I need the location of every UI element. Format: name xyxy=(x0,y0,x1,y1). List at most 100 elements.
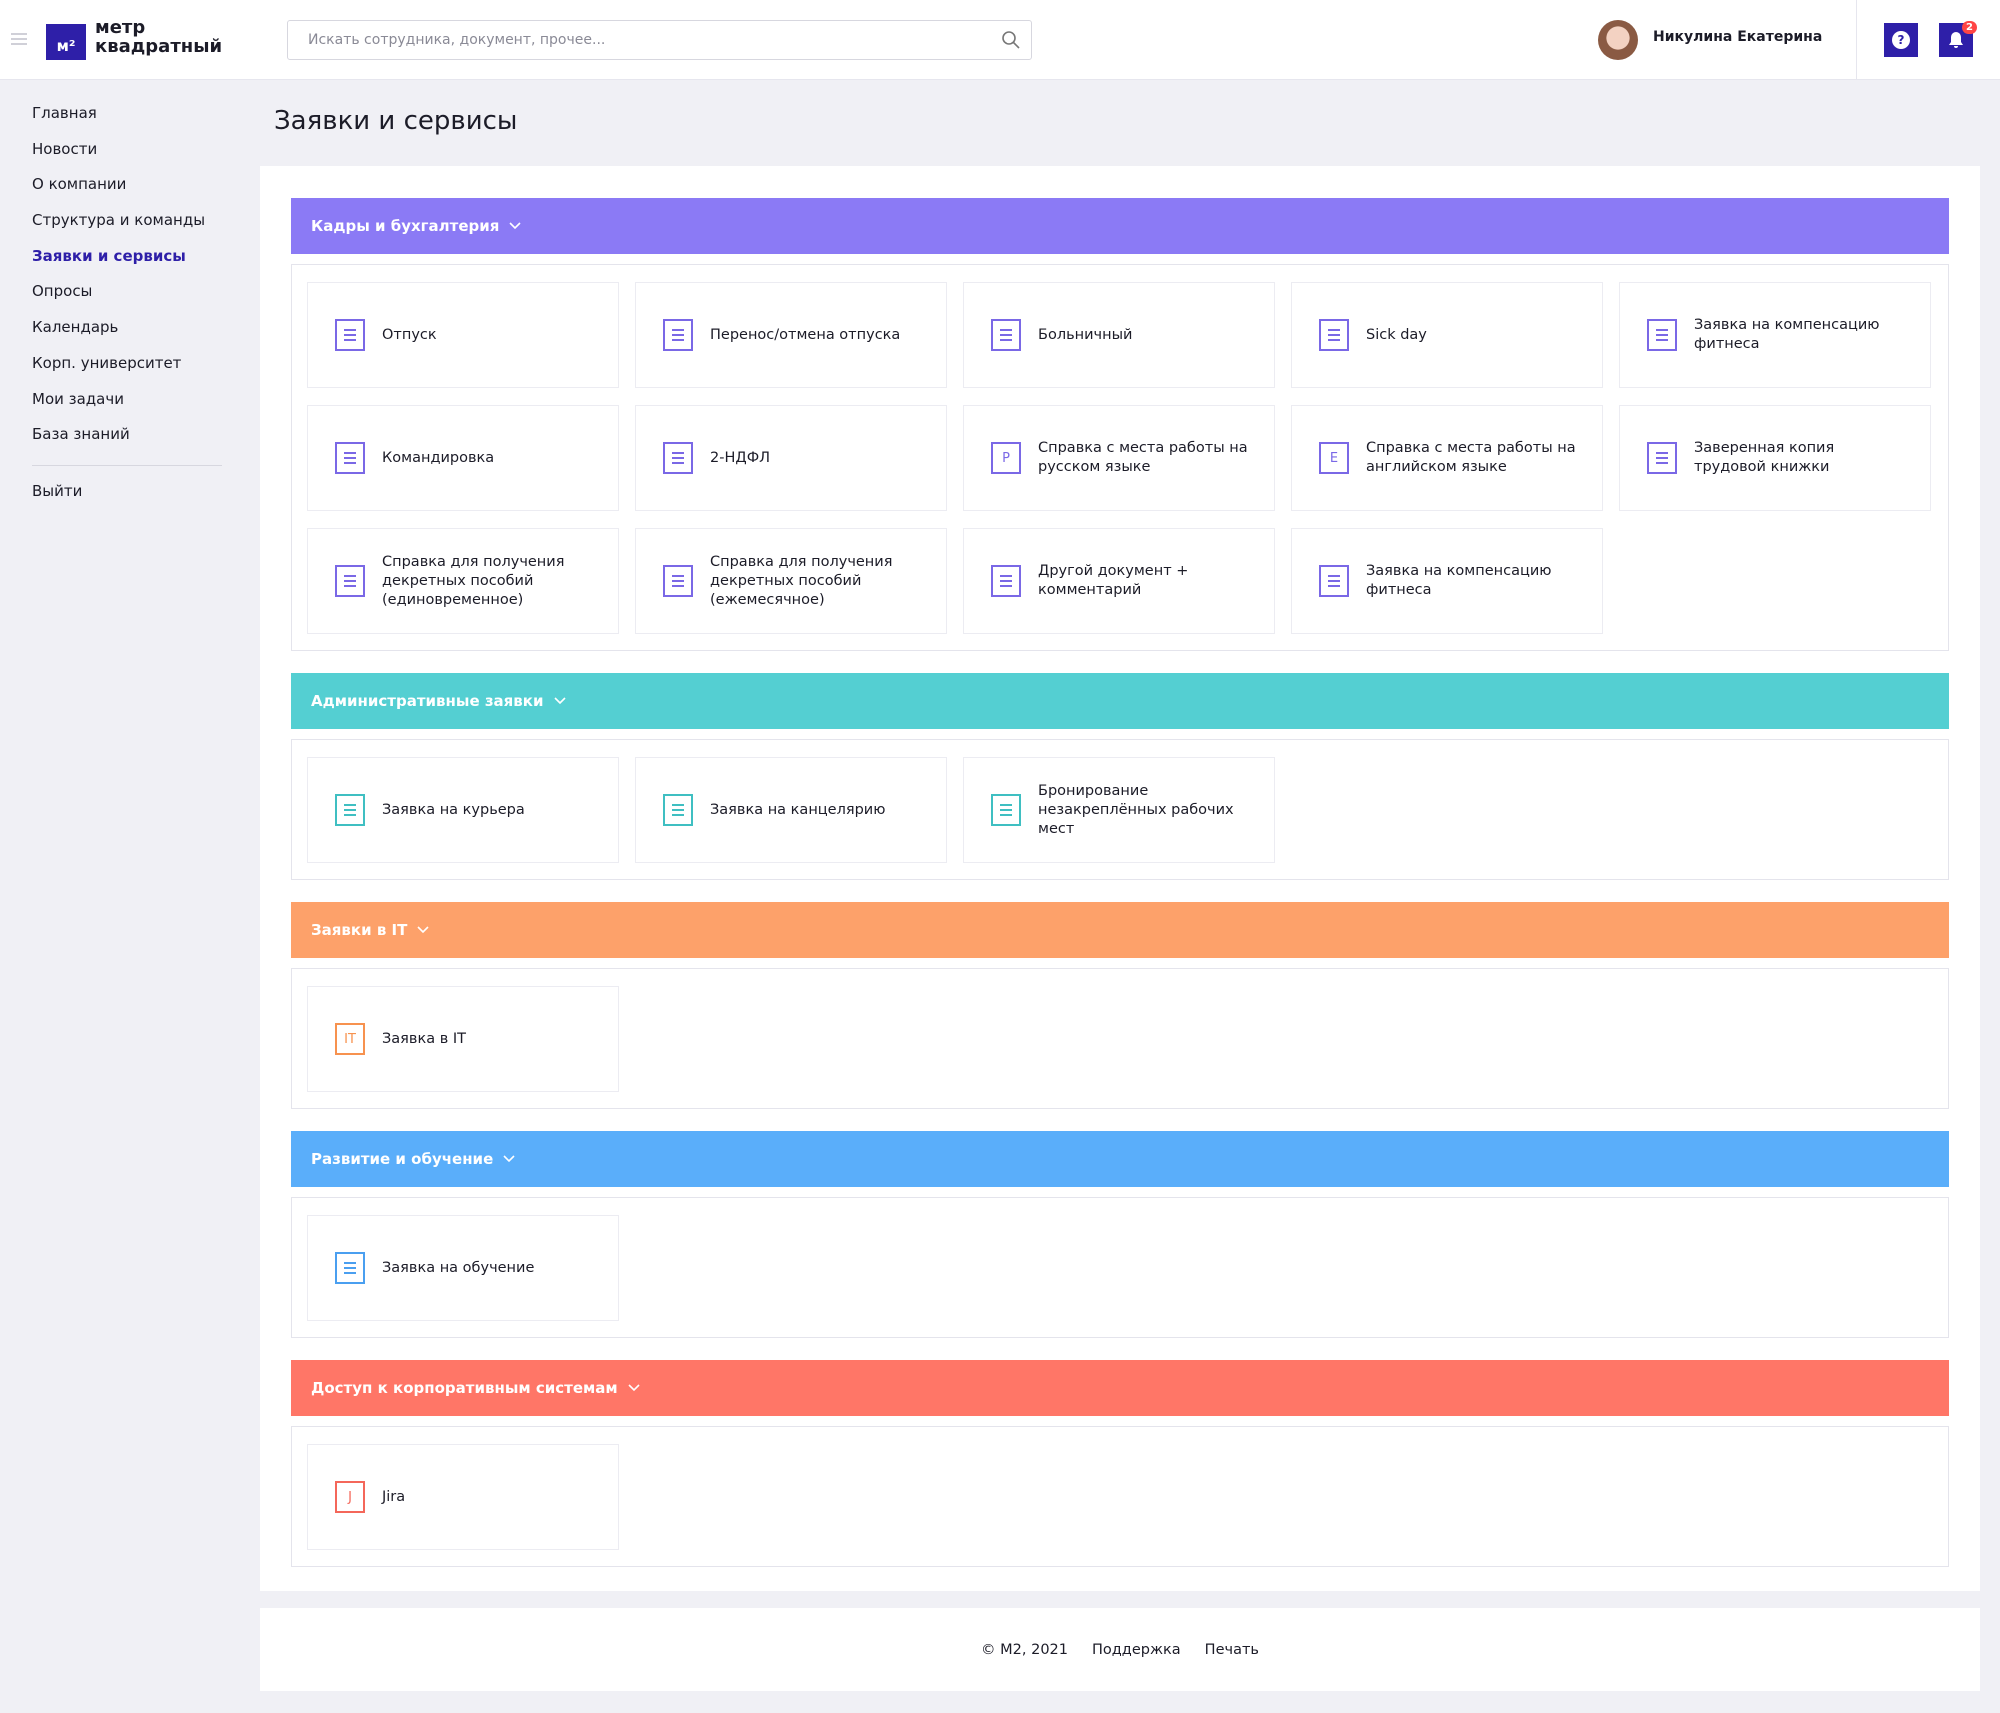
top-bar: м² метр квадратный Искать сотрудника, до… xyxy=(0,0,2000,80)
icon-glyph xyxy=(672,580,684,582)
nav-item[interactable]: Мои задачи xyxy=(32,389,124,408)
service-card[interactable]: Заявка на обучение xyxy=(307,1215,619,1321)
avatar[interactable] xyxy=(1598,20,1638,60)
service-card[interactable]: Справка для получения декретных пособий … xyxy=(635,528,947,634)
nav-item[interactable]: База знаний xyxy=(32,425,130,444)
service-card[interactable]: Бронирование незакреплённых рабочих мест xyxy=(963,757,1275,863)
help-icon: ? xyxy=(1892,31,1910,49)
bell-icon xyxy=(1949,32,1963,48)
section-body: IT Заявка в IT xyxy=(291,968,1949,1109)
icon-glyph xyxy=(672,334,684,336)
service-icon xyxy=(335,565,365,597)
service-label: 2-НДФЛ xyxy=(710,449,771,466)
service-icon xyxy=(335,1252,365,1284)
section-header[interactable]: Доступ к корпоративным системам xyxy=(291,1360,1949,1416)
service-label: Больничный xyxy=(1038,326,1133,343)
footer-link[interactable]: Печать xyxy=(1204,1641,1259,1658)
section-title: Развитие и обучение xyxy=(311,1150,494,1168)
chevron[interactable] xyxy=(553,697,566,705)
service-label: Справка с места работы на русском языке xyxy=(1038,440,1248,475)
service-card[interactable]: Заявка на компенсацию фитнеса xyxy=(1619,282,1931,388)
service-icon xyxy=(991,794,1021,826)
service-icon xyxy=(335,319,365,351)
search-box[interactable]: Искать сотрудника, документ, прочее... xyxy=(287,20,1032,60)
section-body: Заявка на обучение xyxy=(291,1197,1949,1338)
icon-glyph xyxy=(672,809,684,811)
service-card[interactable]: Отпуск xyxy=(307,282,619,388)
chevron[interactable] xyxy=(503,1155,515,1163)
nav-item[interactable]: Главная xyxy=(32,104,97,122)
user-name[interactable]: Никулина Екатерина xyxy=(1653,29,1823,45)
nav-item[interactable]: Новости xyxy=(32,139,98,158)
icon-glyph xyxy=(344,1267,356,1269)
service-label: Командировка xyxy=(382,449,495,466)
service-card[interactable]: Другой документ + комментарий xyxy=(963,528,1275,634)
service-icon xyxy=(1647,442,1677,474)
service-label: Jira xyxy=(382,1488,406,1505)
nav-item[interactable]: Корп. университет xyxy=(32,353,182,372)
service-label: Заявка на канцелярию xyxy=(710,801,886,818)
icon-glyph xyxy=(344,809,356,811)
service-card[interactable]: Заявка на компенсацию фитнеса xyxy=(1291,528,1603,634)
nav-divider xyxy=(32,464,222,466)
service-label: Заявка в IT xyxy=(382,1030,466,1047)
notifications-button[interactable]: 2 xyxy=(1939,21,1977,57)
help-button[interactable]: ? xyxy=(1884,23,1918,57)
nav-item[interactable]: О компании xyxy=(32,175,127,194)
service-card[interactable]: 2-НДФЛ xyxy=(635,405,947,511)
service-card[interactable]: IT Заявка в IT xyxy=(307,986,619,1092)
section-header[interactable]: Заявки в IT xyxy=(291,902,1949,958)
logo-mark[interactable]: м² xyxy=(46,24,86,60)
service-card[interactable]: Заявка на канцелярию xyxy=(635,757,947,863)
section-header[interactable]: Кадры и бухгалтерия xyxy=(291,198,1949,254)
nav-item[interactable]: Структура и команды xyxy=(32,211,206,230)
icon-glyph xyxy=(1656,334,1668,336)
service-icon xyxy=(663,442,693,474)
nav-item[interactable]: Календарь xyxy=(32,318,119,337)
service-card[interactable]: Справка для получения декретных пособий … xyxy=(307,528,619,634)
section-title: Доступ к корпоративным системам xyxy=(311,1379,618,1397)
service-icon xyxy=(991,565,1021,597)
icon-glyph xyxy=(1328,580,1340,582)
chevron[interactable] xyxy=(509,222,521,230)
icon-glyph xyxy=(344,580,356,582)
service-card[interactable]: Заявка на курьера xyxy=(307,757,619,863)
service-icon: P xyxy=(991,442,1021,474)
menu-button[interactable] xyxy=(11,33,27,45)
chevron[interactable] xyxy=(628,1384,640,1392)
service-label: Справка с места работы на английском язы… xyxy=(1366,440,1576,475)
search-placeholder: Искать сотрудника, документ, прочее... xyxy=(308,32,606,48)
service-card[interactable]: P Справка с места работы на русском языке xyxy=(963,405,1275,511)
nav-item[interactable]: Заявки и сервисы xyxy=(32,246,186,265)
service-card[interactable]: Больничный xyxy=(963,282,1275,388)
service-card[interactable]: Командировка xyxy=(307,405,619,511)
service-card[interactable]: Перенос/отмена отпуска xyxy=(635,282,947,388)
service-label: Отпуск xyxy=(382,326,437,343)
logout-link[interactable]: Выйти xyxy=(32,481,83,500)
icon-glyph xyxy=(672,457,684,459)
service-icon: IT xyxy=(335,1023,365,1055)
chevron[interactable] xyxy=(417,926,429,934)
service-card[interactable]: Заверенная копия трудовой книжки xyxy=(1619,405,1931,511)
service-card[interactable]: E Справка с места работы на английском яз… xyxy=(1291,405,1603,511)
section-header[interactable]: Развитие и обучение xyxy=(291,1131,1949,1187)
nav-item[interactable]: Опросы xyxy=(32,282,93,301)
service-icon xyxy=(1319,319,1349,351)
service-card[interactable]: J Jira xyxy=(307,1444,619,1550)
footer-link[interactable]: Поддержка xyxy=(1092,1641,1181,1658)
search-icon[interactable] xyxy=(1001,30,1021,50)
icon-glyph xyxy=(1000,334,1012,336)
service-card[interactable]: Sick day xyxy=(1291,282,1603,388)
content-panel: Кадры и бухгалтерия Отпуск Перенос/отмена … xyxy=(260,166,1980,1591)
service-icon xyxy=(335,442,365,474)
icon-glyph xyxy=(344,457,356,459)
icon-glyph xyxy=(1000,580,1012,582)
section-body: Отпуск Перенос/отмена отпуска Больничный Si… xyxy=(291,264,1949,651)
section-title: Кадры и бухгалтерия xyxy=(311,217,500,235)
service-label: Справка для получения декретных пособий … xyxy=(382,553,565,608)
logo-text[interactable]: метр квадратный xyxy=(95,17,223,57)
section-header[interactable]: Административные заявки xyxy=(291,673,1949,729)
service-label: Заявка на курьера xyxy=(382,801,525,818)
